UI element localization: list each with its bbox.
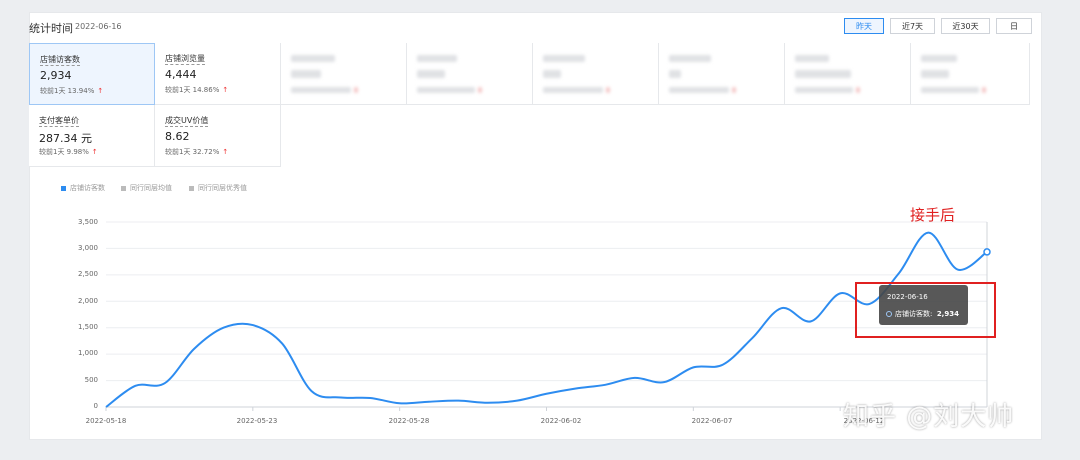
data-point-highlight [983,248,991,256]
tooltip-row: 店铺访客数: 2,934 [886,309,959,319]
metric-label: 支付客单价 [39,116,79,127]
x-tick-label: 2022-06-12 [843,417,885,425]
legend-item-visitors[interactable]: 店铺访客数 [61,183,105,193]
metric-compare: 较前1天 32.72% ↑ [165,148,229,156]
chart-tooltip: 2022-06-16 店铺访客数: 2,934 [879,285,968,325]
metric-card-redacted[interactable] [407,43,533,105]
metric-card-visitors[interactable]: 店铺访客数 2,934 较前1天 13.94% ↑ [29,43,155,105]
y-tick-label: 2,500 [77,270,98,278]
x-tick-label: 2022-05-23 [236,417,278,425]
metric-label: 成交UV价值 [165,116,209,127]
metric-card-redacted[interactable] [785,43,911,105]
metric-card-pageviews[interactable]: 店铺浏览量 4,444 较前1天 14.86% ↑ [155,43,281,105]
up-arrow-icon: ↑ [97,87,104,95]
y-tick-label: 0 [93,402,98,410]
legend-swatch [189,185,194,191]
highlight-box [855,282,996,338]
x-tick-label: 2022-05-28 [388,417,430,425]
x-tick-label: 2022-05-18 [85,417,127,425]
annotation-after-takeover: 接手后 [910,206,956,224]
legend-swatch [61,185,66,191]
up-arrow-icon: ↑ [91,148,98,156]
range-7days-button[interactable]: 近7天 [890,18,935,34]
range-yesterday-button[interactable]: 昨天 [844,18,884,34]
legend-item-peer-avg[interactable]: 同行同层均值 [121,183,172,193]
metric-card-redacted[interactable] [533,43,659,105]
y-tick-label: 3,500 [77,218,98,226]
metric-card-avg-order[interactable]: 支付客单价 287.34 元 较前1天 9.98% ↑ [29,105,155,167]
metric-value: 287.34 元 [39,132,92,145]
legend-swatch [121,185,126,191]
metric-label: 店铺浏览量 [165,54,205,65]
legend-item-peer-top[interactable]: 同行同层优秀值 [189,183,247,193]
metric-label: 店铺访客数 [40,55,80,66]
y-tick-label: 500 [84,376,98,384]
x-tick-label: 2022-06-02 [540,417,582,425]
metric-card-redacted[interactable] [659,43,785,105]
metric-card-redacted[interactable] [281,43,407,105]
y-tick-label: 2,000 [77,297,98,305]
stats-date: 2022-06-16 [75,22,122,31]
metric-compare: 较前1天 9.98% ↑ [39,148,98,156]
tooltip-date: 2022-06-16 [887,293,928,301]
watermark: 知乎 @刘大帅 [843,402,1015,432]
metric-compare: 较前1天 13.94% ↑ [40,87,104,95]
metric-value: 8.62 [165,130,190,143]
metric-card-uv-value[interactable]: 成交UV价值 8.62 较前1天 32.72% ↑ [155,105,281,167]
series-line-visitors [105,231,988,408]
metric-value: 4,444 [165,68,197,81]
stats-time-label: 统计时间 [29,22,73,35]
series-dot-icon [886,311,892,317]
range-day-button[interactable]: 日 [996,18,1032,34]
y-tick-label: 3,000 [77,244,98,252]
y-tick-label: 1,000 [77,349,98,357]
up-arrow-icon: ↑ [222,148,229,156]
y-tick-label: 1,500 [77,323,98,331]
x-tick-label: 2022-06-07 [691,417,733,425]
up-arrow-icon: ↑ [222,86,229,94]
metric-compare: 较前1天 14.86% ↑ [165,86,229,94]
range-30days-button[interactable]: 近30天 [941,18,990,34]
metric-card-redacted[interactable] [911,43,1030,105]
metric-value: 2,934 [40,69,72,82]
